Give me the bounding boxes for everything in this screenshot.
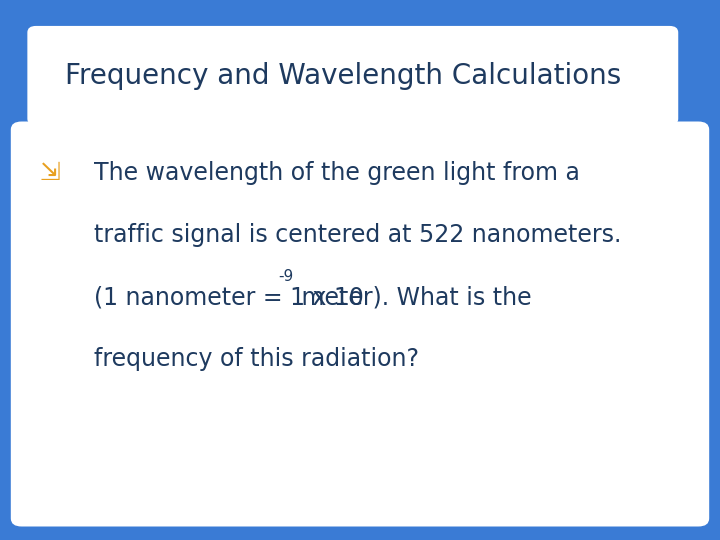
Text: ⇲: ⇲ <box>40 161 60 185</box>
Text: Frequency and Wavelength Calculations: Frequency and Wavelength Calculations <box>65 62 621 90</box>
Text: meter). What is the: meter). What is the <box>294 285 531 309</box>
FancyBboxPatch shape <box>27 26 678 125</box>
Text: (1 nanometer = 1 x 10: (1 nanometer = 1 x 10 <box>94 285 364 309</box>
Text: traffic signal is centered at 522 nanometers.: traffic signal is centered at 522 nanome… <box>94 223 621 247</box>
FancyBboxPatch shape <box>11 122 709 526</box>
Text: The wavelength of the green light from a: The wavelength of the green light from a <box>94 161 580 185</box>
Text: -9: -9 <box>278 269 293 284</box>
Text: frequency of this radiation?: frequency of this radiation? <box>94 347 418 371</box>
